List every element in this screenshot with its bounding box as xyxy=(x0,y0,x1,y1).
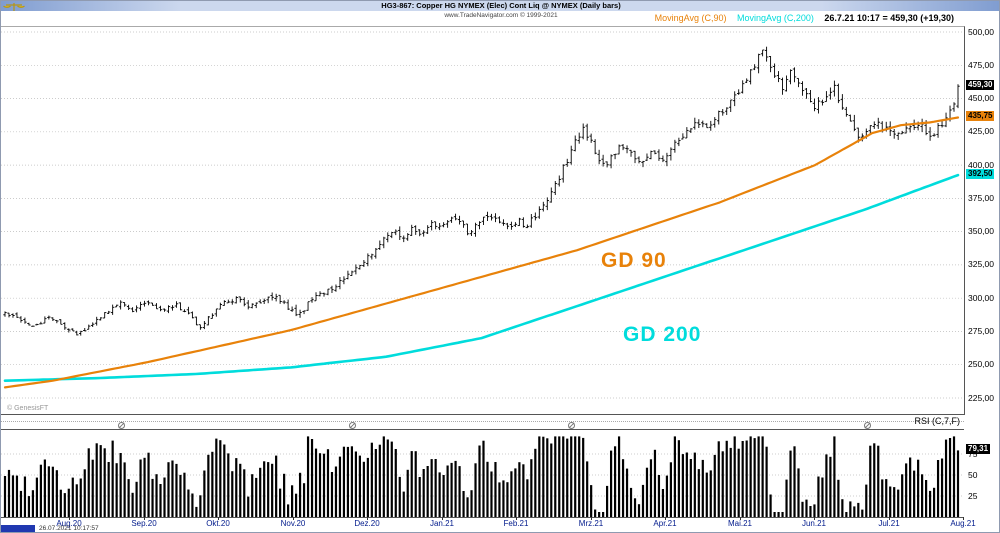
month-tick xyxy=(591,517,592,520)
month-tick xyxy=(889,517,890,520)
price-axis: 500,00 475,00 450,00 425,00 400,00 375,00 350,… xyxy=(965,26,999,413)
price-axis-label: 400,00 xyxy=(968,159,994,170)
rsi-chart-canvas[interactable] xyxy=(1,430,964,517)
legend-ma90-label: MovingAvg (C,90) xyxy=(654,13,727,23)
chart-title-bar: HG3-867: Copper HG NYMEX (Elec) Cont Liq… xyxy=(1,1,999,11)
month-label: Mrz.21 xyxy=(578,519,604,528)
rsi-current-box: 79,31 xyxy=(966,443,991,454)
chart-subtitle: www.TradeNavigator.com © 1999-2021 xyxy=(1,11,999,20)
month-label: Aug.20 xyxy=(56,519,82,528)
rsi-panel[interactable] xyxy=(1,429,964,518)
splice-marker-icon xyxy=(117,417,126,435)
main-price-chart[interactable]: GD 90 GD 200 © GenesisFT xyxy=(1,26,965,415)
month-tick xyxy=(144,517,145,520)
month-label: Okt.20 xyxy=(206,519,230,528)
price-axis-label: 375,00 xyxy=(968,192,994,203)
panel-separator: RSI (C,7,F) xyxy=(1,414,964,429)
statusbar-fragment xyxy=(1,525,35,532)
gd200-annotation: GD 200 xyxy=(623,323,702,346)
ma90-price-box: 435,75 xyxy=(966,111,995,121)
splice-marker-icon xyxy=(567,417,576,435)
month-tick xyxy=(442,517,443,520)
genesis-watermark: © GenesisFT xyxy=(7,405,49,412)
legend-ma200-label: MovingAvg (C,200) xyxy=(737,13,814,23)
month-label: Apr.21 xyxy=(653,519,677,528)
month-label: Sep.20 xyxy=(131,519,157,528)
price-axis-label: 425,00 xyxy=(968,126,994,137)
price-axis-label: 450,00 xyxy=(968,93,994,103)
gd90-annotation: GD 90 xyxy=(601,249,667,272)
price-axis-label: 300,00 xyxy=(968,292,994,303)
month-label: Jul.21 xyxy=(878,519,900,528)
month-label: Aug.21 xyxy=(950,519,976,528)
price-axis-label: 325,00 xyxy=(968,259,994,270)
separator-line xyxy=(1,421,964,422)
screenshot-timestamp: 26.07.2021 10:17:57 xyxy=(39,525,99,532)
rsi-axis-label: 50 xyxy=(968,469,978,480)
month-label: Jan.21 xyxy=(429,519,455,528)
indicator-legend: MovingAvg (C,90) MovingAvg (C,200) 26.7.… xyxy=(647,13,954,23)
rsi-axis: 755025 79,31 xyxy=(965,429,999,516)
month-tick xyxy=(814,517,815,520)
month-label: Jun.21 xyxy=(801,519,827,528)
last-price-box: 459,30 xyxy=(966,79,995,90)
month-tick xyxy=(516,517,517,520)
month-tick xyxy=(367,517,368,520)
splice-marker-icon xyxy=(863,417,872,435)
month-tick xyxy=(665,517,666,520)
splice-marker-icon xyxy=(348,417,357,435)
month-tick xyxy=(69,517,70,520)
month-tick xyxy=(218,517,219,520)
date-axis: Aug.20 Sep.20 Okt.20 Nov.20 Dez.20 Jan.21 Feb.… xyxy=(1,517,999,530)
price-axis-label: 225,00 xyxy=(968,392,994,403)
month-label: Mai.21 xyxy=(727,519,753,528)
month-tick xyxy=(963,517,964,520)
price-axis-label: 250,00 xyxy=(968,359,994,370)
price-chart-canvas[interactable] xyxy=(1,27,964,414)
price-axis-label: 350,00 xyxy=(968,226,994,237)
month-label: Dez.20 xyxy=(354,519,380,528)
price-axis-label: 475,00 xyxy=(968,59,994,70)
month-tick xyxy=(293,517,294,520)
price-axis-label: 500,00 xyxy=(968,26,994,37)
price-axis-label: 275,00 xyxy=(968,326,994,336)
last-quote-readout: 26.7.21 10:17 = 459,30 (+19,30) xyxy=(824,13,954,23)
rsi-indicator-label: RSI (C,7,F) xyxy=(914,416,960,426)
chart-title: HG3-867: Copper HG NYMEX (Elec) Cont Liq… xyxy=(381,1,621,10)
month-tick xyxy=(740,517,741,520)
ma200-price-box: 392,50 xyxy=(966,168,995,179)
month-label: Nov.20 xyxy=(280,519,306,528)
month-label: Feb.21 xyxy=(503,519,529,528)
rsi-axis-label: 25 xyxy=(968,490,978,501)
